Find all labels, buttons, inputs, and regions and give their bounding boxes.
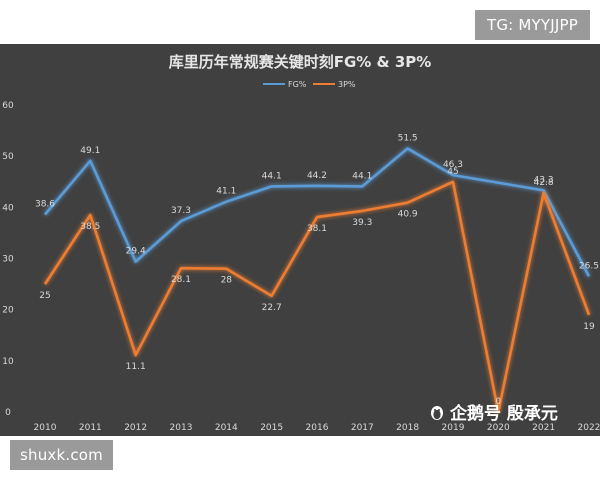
chart-title: 库里历年常规赛关键时刻FG% & 3P% bbox=[169, 53, 432, 71]
x-tick-label: 2020 bbox=[487, 423, 510, 433]
data-label: 41.1 bbox=[216, 187, 236, 197]
x-tick-label: 2016 bbox=[306, 423, 329, 433]
data-label: 25 bbox=[39, 291, 50, 301]
series-line-fg bbox=[44, 147, 591, 278]
y-axis: 0 10 20 30 40 50 60 bbox=[2, 101, 14, 418]
x-tick-label: 2022 bbox=[578, 423, 600, 433]
x-tick-label: 2015 bbox=[260, 423, 283, 433]
y-tick-label: 50 bbox=[2, 152, 14, 162]
data-label: 40.9 bbox=[398, 210, 418, 220]
y-tick-label: 40 bbox=[2, 203, 14, 213]
chart-panel: 库里历年常规赛关键时刻FG% & 3P% FG% 3P% 0 10 20 30 40 50 6… bbox=[0, 44, 600, 436]
data-label: 22.7 bbox=[262, 303, 282, 313]
data-label: 26.5 bbox=[579, 261, 599, 271]
chart-legend: FG% 3P% bbox=[263, 80, 356, 89]
data-label: 43.3 bbox=[534, 175, 554, 185]
data-label: 44.1 bbox=[262, 171, 282, 181]
data-label: 39.3 bbox=[352, 218, 372, 228]
penguin-logo-icon bbox=[428, 403, 446, 421]
y-tick-label: 20 bbox=[2, 306, 14, 316]
x-tick-label: 2021 bbox=[532, 423, 555, 433]
data-label: 28.1 bbox=[171, 275, 191, 285]
data-label: 44.2 bbox=[307, 171, 327, 181]
data-label: 19 bbox=[583, 322, 595, 332]
y-tick-label: 30 bbox=[2, 255, 14, 265]
credit-text: 企鹅号 殷承元 bbox=[450, 404, 558, 424]
data-label: 51.5 bbox=[398, 133, 418, 143]
watermark-bottom: shuxk.com bbox=[10, 440, 113, 470]
x-tick-label: 2019 bbox=[442, 423, 465, 433]
legend-item: 3P% bbox=[313, 80, 356, 89]
credit-label: 企鹅号 殷承元 bbox=[428, 399, 558, 424]
line-chart: 库里历年常规赛关键时刻FG% & 3P% FG% 3P% 0 10 20 30 40 50 6… bbox=[2, 53, 600, 433]
x-tick-label: 2014 bbox=[215, 423, 238, 433]
data-label: 46.3 bbox=[443, 160, 463, 170]
data-label: 44.1 bbox=[352, 171, 372, 181]
y-tick-label: 10 bbox=[2, 357, 14, 367]
series-layer bbox=[43, 147, 591, 414]
data-label: 37.3 bbox=[171, 206, 191, 216]
data-label: 0 bbox=[495, 397, 501, 407]
watermark-top: TG: MYYJJPP bbox=[474, 10, 590, 40]
series-line-3p bbox=[43, 180, 591, 414]
x-tick-label: 2017 bbox=[351, 423, 374, 433]
x-tick-label: 2012 bbox=[124, 423, 147, 433]
data-label: 38.1 bbox=[307, 224, 327, 234]
data-label: 38.5 bbox=[80, 222, 100, 232]
data-label: 29.4 bbox=[126, 247, 146, 257]
legend-label: FG% bbox=[288, 80, 307, 89]
data-label: 28 bbox=[221, 276, 233, 286]
legend-item: FG% bbox=[263, 80, 307, 89]
x-tick-label: 2018 bbox=[396, 423, 419, 433]
x-tick-label: 2010 bbox=[34, 423, 57, 433]
data-label-layer: 38.6 49.1 29.4 37.3 41.1 44.1 44.2 44.1 51.5 46.3… bbox=[35, 133, 599, 407]
x-axis: 2010 2011 2012 2013 2014 2015 2016 2017 2018 2019… bbox=[34, 423, 600, 433]
x-tick-label: 2011 bbox=[79, 423, 102, 433]
data-label: 42.8 bbox=[534, 178, 554, 188]
y-tick-label: 0 bbox=[5, 408, 11, 418]
data-label: 49.1 bbox=[80, 146, 100, 156]
x-tick-label: 2013 bbox=[170, 423, 193, 433]
data-label: 11.1 bbox=[126, 362, 146, 372]
data-label: 38.6 bbox=[35, 199, 55, 209]
legend-label: 3P% bbox=[338, 80, 356, 89]
data-label: 45 bbox=[447, 167, 458, 177]
y-tick-label: 60 bbox=[2, 101, 14, 111]
